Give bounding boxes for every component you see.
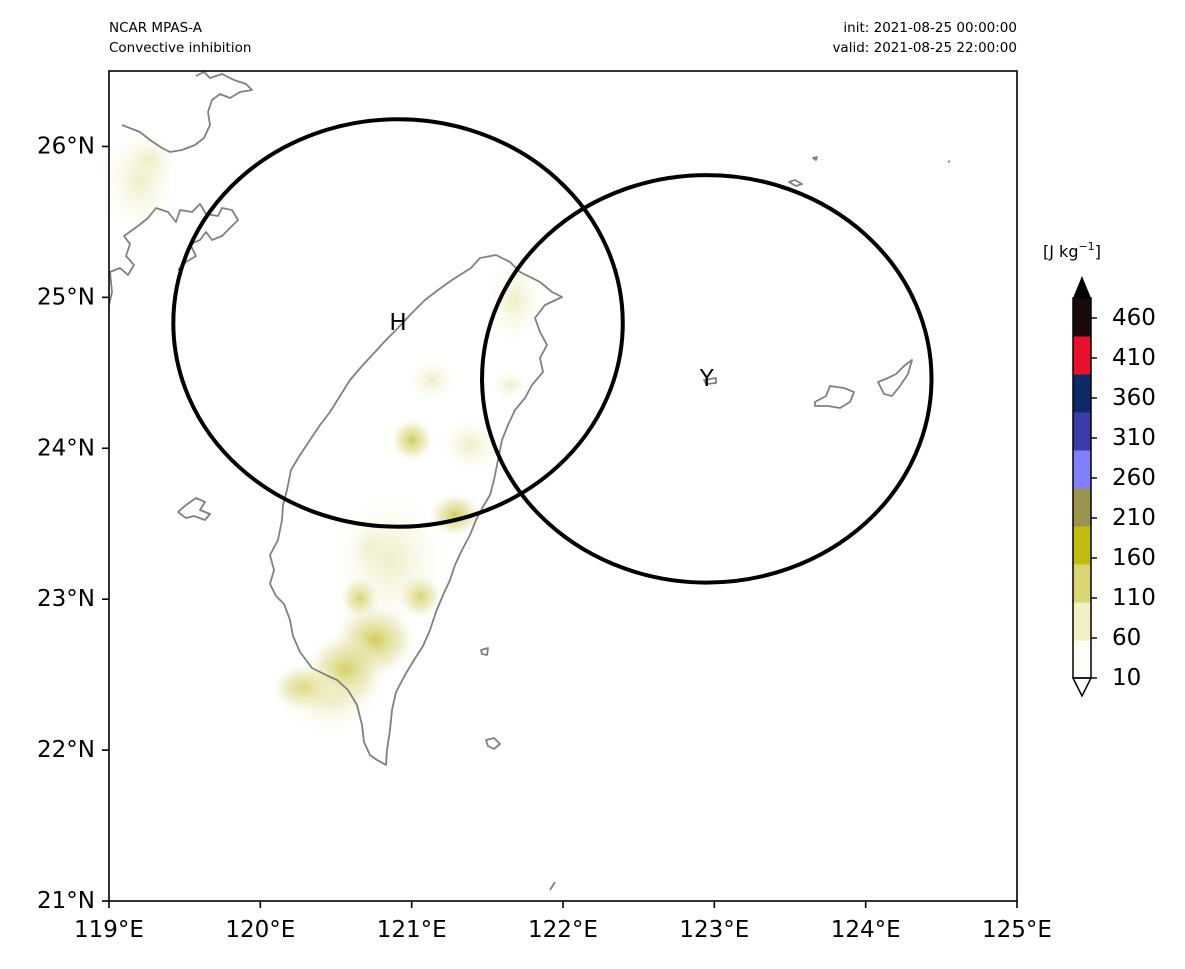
colorbar-tick-label: 360 xyxy=(1112,385,1156,411)
x-tick-label: 125°E xyxy=(982,917,1052,943)
taiwan-coastline xyxy=(269,254,563,766)
station-marker-y: Y xyxy=(699,366,715,392)
colorbar-tick-label: 160 xyxy=(1112,545,1156,571)
colorbar-segment xyxy=(1073,450,1091,489)
colorbar-tick-label: 60 xyxy=(1112,625,1141,651)
colorbar-tick-label: 410 xyxy=(1112,345,1156,371)
green-island-coastline xyxy=(480,647,489,656)
colorbar-tick-label: 110 xyxy=(1112,585,1156,611)
range-circle-h xyxy=(171,117,625,529)
ishigaki-coastline xyxy=(877,359,913,397)
colorbar-unit-base: [J kg xyxy=(1043,242,1078,261)
y-tick-label: 24°N xyxy=(37,435,95,461)
x-tick-label: 124°E xyxy=(831,917,901,943)
islet-coastline xyxy=(549,160,951,891)
colorbar: 10 60 110 160 210 260 310 360 410 460 xyxy=(1071,276,1156,698)
colorbar-tick-label: 210 xyxy=(1112,505,1156,531)
colorbar-extend-min xyxy=(1071,677,1093,698)
colorbar-segment xyxy=(1073,640,1091,679)
coastlines xyxy=(109,71,951,891)
x-tick-label: 120°E xyxy=(225,917,295,943)
senkaku-coastline xyxy=(788,156,818,187)
y-tick-label: 21°N xyxy=(37,888,95,914)
y-tick-label: 23°N xyxy=(37,586,95,612)
colorbar-unit-exponent: −1 xyxy=(1078,240,1094,253)
y-tick-label: 25°N xyxy=(37,284,95,310)
field-name: Convective inhibition xyxy=(109,40,252,56)
range-circle-y xyxy=(480,173,934,585)
model-name: NCAR MPAS-A xyxy=(109,20,202,36)
colorbar-segment xyxy=(1073,374,1091,413)
x-tick-label: 121°E xyxy=(377,917,447,943)
x-tick-label: 122°E xyxy=(528,917,598,943)
plot-header-right: init: 2021-08-25 00:00:00 valid: 2021-08… xyxy=(832,18,1017,58)
colorbar-segment xyxy=(1073,336,1091,375)
colorbar-extend-max xyxy=(1073,276,1091,298)
y-tick-label: 22°N xyxy=(37,737,95,763)
colorbar-segment xyxy=(1073,602,1091,641)
x-tick-label: 123°E xyxy=(679,917,749,943)
colorbar-tick-label: 260 xyxy=(1112,465,1156,491)
orchid-island-coastline xyxy=(485,737,501,750)
iriomote-coastline xyxy=(814,385,855,409)
colorbar-tick-label: 10 xyxy=(1112,665,1141,691)
circles-layer: HY xyxy=(171,117,934,585)
colorbar-tick-label: 310 xyxy=(1112,425,1156,451)
valid-time: valid: 2021-08-25 22:00:00 xyxy=(832,40,1017,56)
colorbar-segment xyxy=(1073,488,1091,527)
cin-shading xyxy=(109,125,545,735)
colorbar-frame xyxy=(1072,297,1092,679)
colorbar-segment xyxy=(1073,412,1091,451)
colorbar-segment xyxy=(1073,298,1091,337)
penghu-coastline xyxy=(177,497,211,521)
ticks-layer: 119°E 120°E 121°E 122°E 123°E 124°E 125°E 21°N 2… xyxy=(37,133,1052,943)
china-coastline xyxy=(109,71,253,306)
plot-header-left: NCAR MPAS-A Convective inhibition xyxy=(109,18,251,58)
colorbar-unit: [J kg−1] xyxy=(1043,240,1101,261)
colorbar-segment xyxy=(1073,564,1091,603)
x-tick-label: 119°E xyxy=(74,917,144,943)
init-time: init: 2021-08-25 00:00:00 xyxy=(843,20,1017,36)
colorbar-unit-close: ] xyxy=(1095,242,1101,261)
y-tick-label: 26°N xyxy=(37,133,95,159)
map-frame xyxy=(108,70,1018,902)
station-marker-h: H xyxy=(389,310,406,336)
colorbar-tick-label: 460 xyxy=(1112,305,1156,331)
colorbar-segment xyxy=(1073,526,1091,565)
yonaguni-coastline xyxy=(703,377,717,385)
